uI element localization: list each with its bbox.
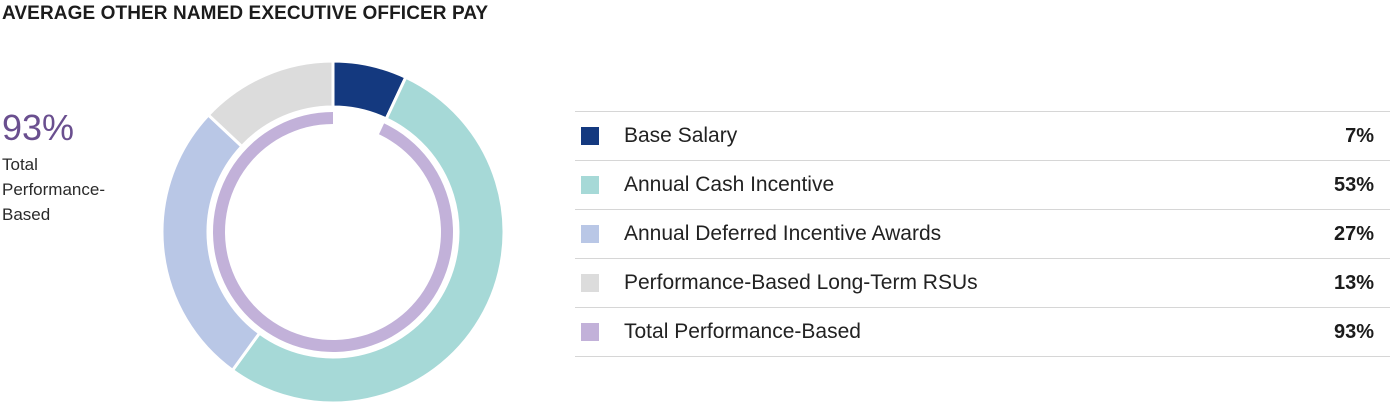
callout-label: Total Performance- Based [2,152,152,227]
legend-value: 93% [1333,320,1374,343]
legend-swatch [581,176,599,194]
chart-title: AVERAGE OTHER NAMED EXECUTIVE OFFICER PA… [2,3,489,24]
callout-label-line: Based [2,205,51,224]
callout-value: 93% [2,107,75,148]
legend-swatch [581,323,599,341]
legend-value: 13% [1333,271,1374,294]
legend-swatch [581,274,599,292]
donut-chart [160,59,506,405]
callout-label-line: Performance- [2,180,105,199]
legend-label: Annual Deferred Incentive Awards [624,222,942,245]
donut-slice-performance-based-long-term-rsus [206,59,335,149]
donut-slice-annual-cash-incentive [230,75,506,405]
legend-row-annual-deferred-incentive-awards: Annual Deferred Incentive Awards 27% [575,210,1390,259]
legend-row-total-performance-based: Total Performance-Based 93% [575,308,1390,357]
legend-value: 53% [1333,173,1374,196]
legend-value: 7% [1345,124,1374,147]
legend-label: Total Performance-Based [624,320,861,343]
total-performance-callout: 93% Total Performance- Based [2,106,152,227]
callout-label-line: Total [2,155,38,174]
legend-row-annual-cash-incentive: Annual Cash Incentive 53% [575,161,1390,210]
legend-swatch [581,127,599,145]
legend-label: Base Salary [624,124,738,147]
legend-table: Base Salary 7% Annual Cash Incentive 53%… [575,111,1390,357]
legend-swatch [581,225,599,243]
legend-label: Annual Cash Incentive [624,173,835,196]
donut-inner-ring-total-performance-based [213,112,453,352]
legend-label: Performance-Based Long-Term RSUs [624,271,978,294]
legend-row-performance-based-long-term-rsus: Performance-Based Long-Term RSUs 13% [575,259,1390,308]
legend-row-base-salary: Base Salary 7% [575,112,1390,161]
legend-value: 27% [1333,222,1374,245]
